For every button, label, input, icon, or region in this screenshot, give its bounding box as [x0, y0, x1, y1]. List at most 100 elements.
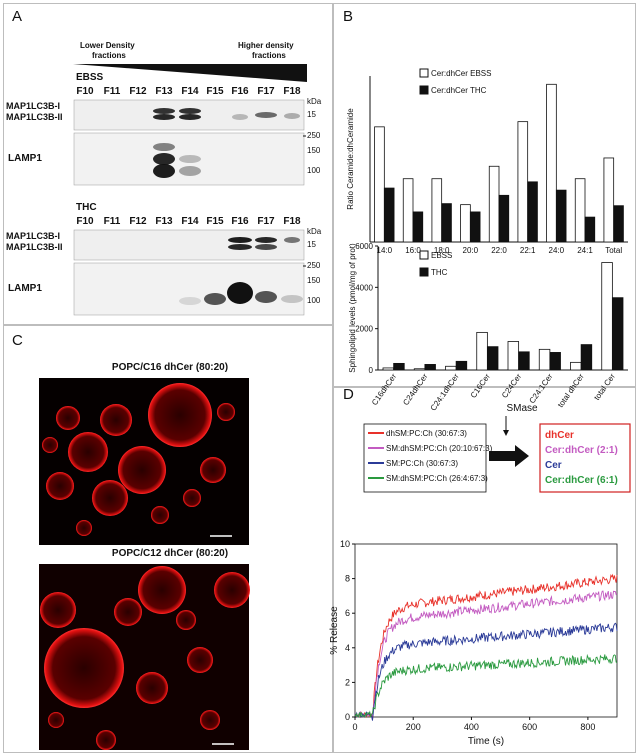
x-tick-label: 200: [406, 722, 421, 732]
legend-label: Cer:dhCer EBSS: [431, 69, 491, 78]
sphingolipid-chart-bar-ebss: [413, 368, 426, 371]
y-tick-label: 0: [345, 712, 350, 722]
fraction-label: F11: [104, 216, 121, 227]
legend-label: EBSS: [431, 251, 452, 260]
y-tick-label: 0: [369, 366, 374, 375]
lc3-band: [255, 237, 277, 243]
x-tick-label: C16Cer: [469, 372, 492, 400]
x-tick-label: C16dhCer: [370, 372, 398, 407]
fraction-label: F13: [155, 216, 173, 227]
legend-swatch: [419, 68, 429, 78]
vesicle: [114, 598, 142, 626]
vesicle: [92, 480, 128, 516]
x-tick-label: 22:1: [520, 246, 536, 255]
lamp1-band: [153, 143, 175, 151]
panel-label-a: A: [12, 8, 23, 25]
kda-label: kDa: [307, 227, 322, 236]
x-tick-label: 24:0: [549, 246, 565, 255]
y-tick-label: 6: [345, 608, 350, 618]
fraction-label: F14: [181, 216, 199, 227]
fraction-label: F18: [283, 86, 301, 97]
x-tick-label: C24Cer: [500, 372, 523, 400]
higher-density-label: fractions: [252, 51, 286, 60]
release-xlabel: Time (s): [468, 736, 504, 747]
micrograph-bottom-title: POPC/C12 dhCer (80:20): [112, 548, 228, 559]
y-tick-label: 8: [345, 574, 350, 584]
lc3-label-2: MAP1LC3B-II: [6, 242, 63, 252]
lc3-band: [153, 108, 175, 114]
x-tick-label: total dhCer: [556, 372, 586, 409]
release-series-2: [354, 622, 618, 721]
sphingolipid-chart-bar-thc: [455, 360, 468, 371]
lc3-label-2: MAP1LC3B-II: [6, 112, 63, 122]
fraction-label: F16: [231, 86, 249, 97]
vesicle: [46, 472, 74, 500]
ratio-chart-bar-thc: [498, 194, 510, 243]
lamp1-band: [227, 282, 253, 304]
x-tick-label: 16:0: [405, 246, 421, 255]
panel-c-frame: [3, 325, 333, 753]
x-tick-label: 24:1: [577, 246, 593, 255]
ratio-chart-bar-thc: [383, 187, 395, 243]
y-tick-label: 6000: [355, 242, 373, 251]
ratio-chart-bar-ebss: [402, 178, 414, 243]
legend-swatch: [419, 267, 429, 277]
sphingolipid-chart-bar-ebss: [601, 262, 613, 371]
vesicle: [151, 506, 169, 524]
lamp1-band: [281, 295, 303, 303]
legend-label: THC: [431, 268, 448, 277]
lc3-label-1: MAP1LC3B-I: [6, 231, 60, 241]
legend-swatch: [419, 85, 429, 95]
lamp1-marker: 100: [307, 296, 321, 305]
product-legend-box: [539, 423, 631, 493]
lc3-band: [228, 237, 252, 243]
fraction-label: F15: [206, 86, 224, 97]
sphingolipid-chart-bar-thc: [486, 346, 499, 371]
ratio-chart-bar-thc: [412, 211, 424, 243]
x-tick-label: total Cer: [592, 372, 617, 402]
vesicle: [56, 406, 80, 430]
y-tick-label: 4: [345, 643, 350, 653]
sphingolipid-chart-bar-ebss: [476, 331, 488, 371]
x-tick-label: 400: [464, 722, 479, 732]
ratio-chart-bar-thc: [584, 216, 596, 243]
panel-d-frame: [333, 387, 636, 753]
marker-15: 15: [307, 110, 316, 119]
lc3-band: [179, 114, 201, 120]
x-tick-label: 20:0: [463, 246, 479, 255]
ratio-chart-bar-thc: [555, 189, 567, 243]
reaction-arrow: [489, 445, 529, 467]
lc3-band: [232, 114, 248, 120]
lc3-band: [179, 108, 201, 114]
ebss-title: EBSS: [76, 72, 104, 83]
lc3-band: [153, 114, 175, 120]
vesicle: [136, 672, 168, 704]
lamp1-marker: 250: [307, 261, 321, 270]
product-legend-label: Cer: [545, 460, 562, 471]
lc3-band: [228, 244, 252, 250]
lamp1-marker: 100: [307, 166, 321, 175]
thc-lamp1-blot: [73, 262, 305, 316]
vesicle: [44, 628, 124, 708]
lamp1-band: [153, 164, 175, 178]
ratio-chart-bar-ebss: [546, 83, 557, 243]
smase-label: SMase: [506, 403, 538, 414]
sphingolipid-chart-bar-thc: [393, 362, 405, 371]
ratio-chart-ylabel: Ratio Ceramide:dhCeramide: [346, 108, 355, 210]
x-tick-label: 600: [522, 722, 537, 732]
thc-title: THC: [76, 202, 97, 213]
lc3-band: [255, 112, 277, 118]
y-tick-label: 2000: [355, 325, 373, 334]
fraction-label: F17: [257, 86, 275, 97]
vesicle: [217, 403, 235, 421]
x-tick-label: C24:1dhCer: [429, 372, 461, 413]
ebss-lamp1-blot: [73, 132, 305, 186]
ratio-chart-bar-ebss: [517, 121, 529, 243]
lower-density-label: fractions: [92, 51, 126, 60]
sphingolipid-chart-bar-thc: [549, 352, 561, 371]
sphingolipid-chart-bar-ebss: [538, 348, 551, 371]
ratio-chart-bar-ebss: [460, 204, 471, 243]
fraction-label: F17: [257, 216, 275, 227]
release-ylabel: % Release: [329, 606, 340, 655]
vesicle: [176, 610, 196, 630]
